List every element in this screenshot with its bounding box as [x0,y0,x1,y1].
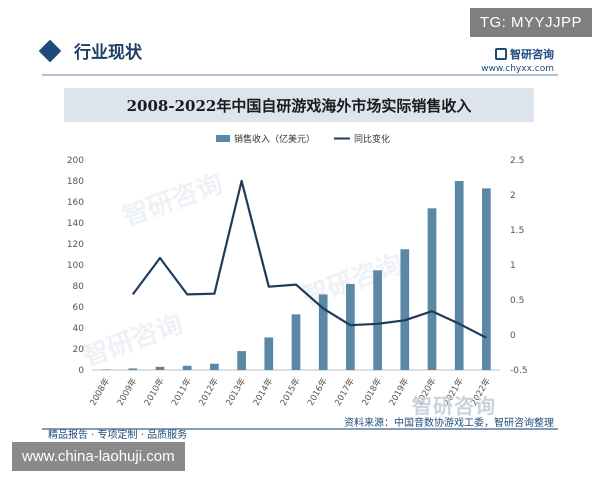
footer-divider [42,428,558,430]
brand-logo-icon [495,48,507,60]
url-box: www.china-laohuji.com [12,442,185,471]
bar [264,337,274,370]
legend-label-bar: 销售收入（亿美元） [234,133,315,145]
bar [400,249,410,370]
brand-name: 智研咨询 [481,46,554,62]
y-right-tick-label: 1.5 [510,226,524,236]
bar [101,369,110,370]
y-left-tick-label: 100 [67,261,84,271]
x-tick-label: 2015年 [278,376,303,408]
y-right-tick-label: 1 [510,261,516,271]
bar [291,314,301,370]
bar [237,351,246,370]
y-left-tick-label: 80 [73,282,85,292]
brand-name-text: 智研咨询 [510,48,554,61]
y-right-tick-label: 0 [510,331,516,341]
y-left-tick-label: 20 [73,345,85,355]
brand: 智研咨询 www.chyxx.com [481,46,554,74]
section-title: 行业现状 [74,43,142,63]
bar [318,294,328,370]
y-left-tick-label: 120 [67,240,84,250]
tg-label: TG: MYYJJPP [469,8,592,37]
x-tick-label: 2008年 [88,376,113,408]
x-tick-label: 2014年 [251,376,276,408]
source-label: 资料来源：中国音数协游戏工委，智研咨询整理 [344,418,554,429]
x-tick-label: 2009年 [115,376,140,408]
x-tick-label: 2017年 [332,376,357,408]
bar [454,181,464,370]
brand-url: www.chyxx.com [481,64,554,74]
y-right-tick-label: 0.5 [510,296,524,306]
chart-title: 2008-2022年中国自研游戏海外市场实际销售收入 [126,96,472,115]
chart-title-bar: 2008-2022年中国自研游戏海外市场实际销售收入 [64,88,534,122]
x-tick-label: 2018年 [360,376,385,408]
y-left-tick-label: 60 [73,303,85,313]
y-left-tick-label: 200 [67,156,84,166]
x-tick-label: 2013年 [224,376,249,408]
bar [427,208,437,370]
watermark-logo: 智研咨询 [412,394,496,418]
legend-swatch-bar [216,135,230,142]
bar [482,188,491,370]
bar [373,270,382,370]
x-tick-label: 2019年 [387,376,412,408]
bar [210,363,219,370]
section-header: 行业现状 [38,38,142,63]
x-tick-label: 2012年 [196,376,221,408]
bar [155,366,165,370]
series-line [131,179,487,339]
x-tick-label: 2016年 [305,376,330,408]
y-left-tick-label: 160 [67,198,84,208]
y-left-tick-label: 0 [78,366,84,376]
header-divider [42,74,558,76]
x-tick-label: 2011年 [169,376,194,408]
bar [346,283,355,370]
y-left-tick-label: 180 [67,177,84,187]
y-right-tick-label: 2.5 [510,156,524,166]
tagline: 精品报告 · 专项定制 · 品质服务 [48,430,188,441]
y-right-tick-label: -0.5 [510,366,528,376]
y-right-tick-label: 2 [510,191,516,201]
bar [182,365,192,370]
x-tick-label: 2010年 [142,376,167,408]
legend-label-line: 同比变化 [354,133,390,145]
bar [128,368,138,370]
y-left-tick-label: 40 [73,324,85,334]
y-left-tick-label: 140 [67,219,84,229]
